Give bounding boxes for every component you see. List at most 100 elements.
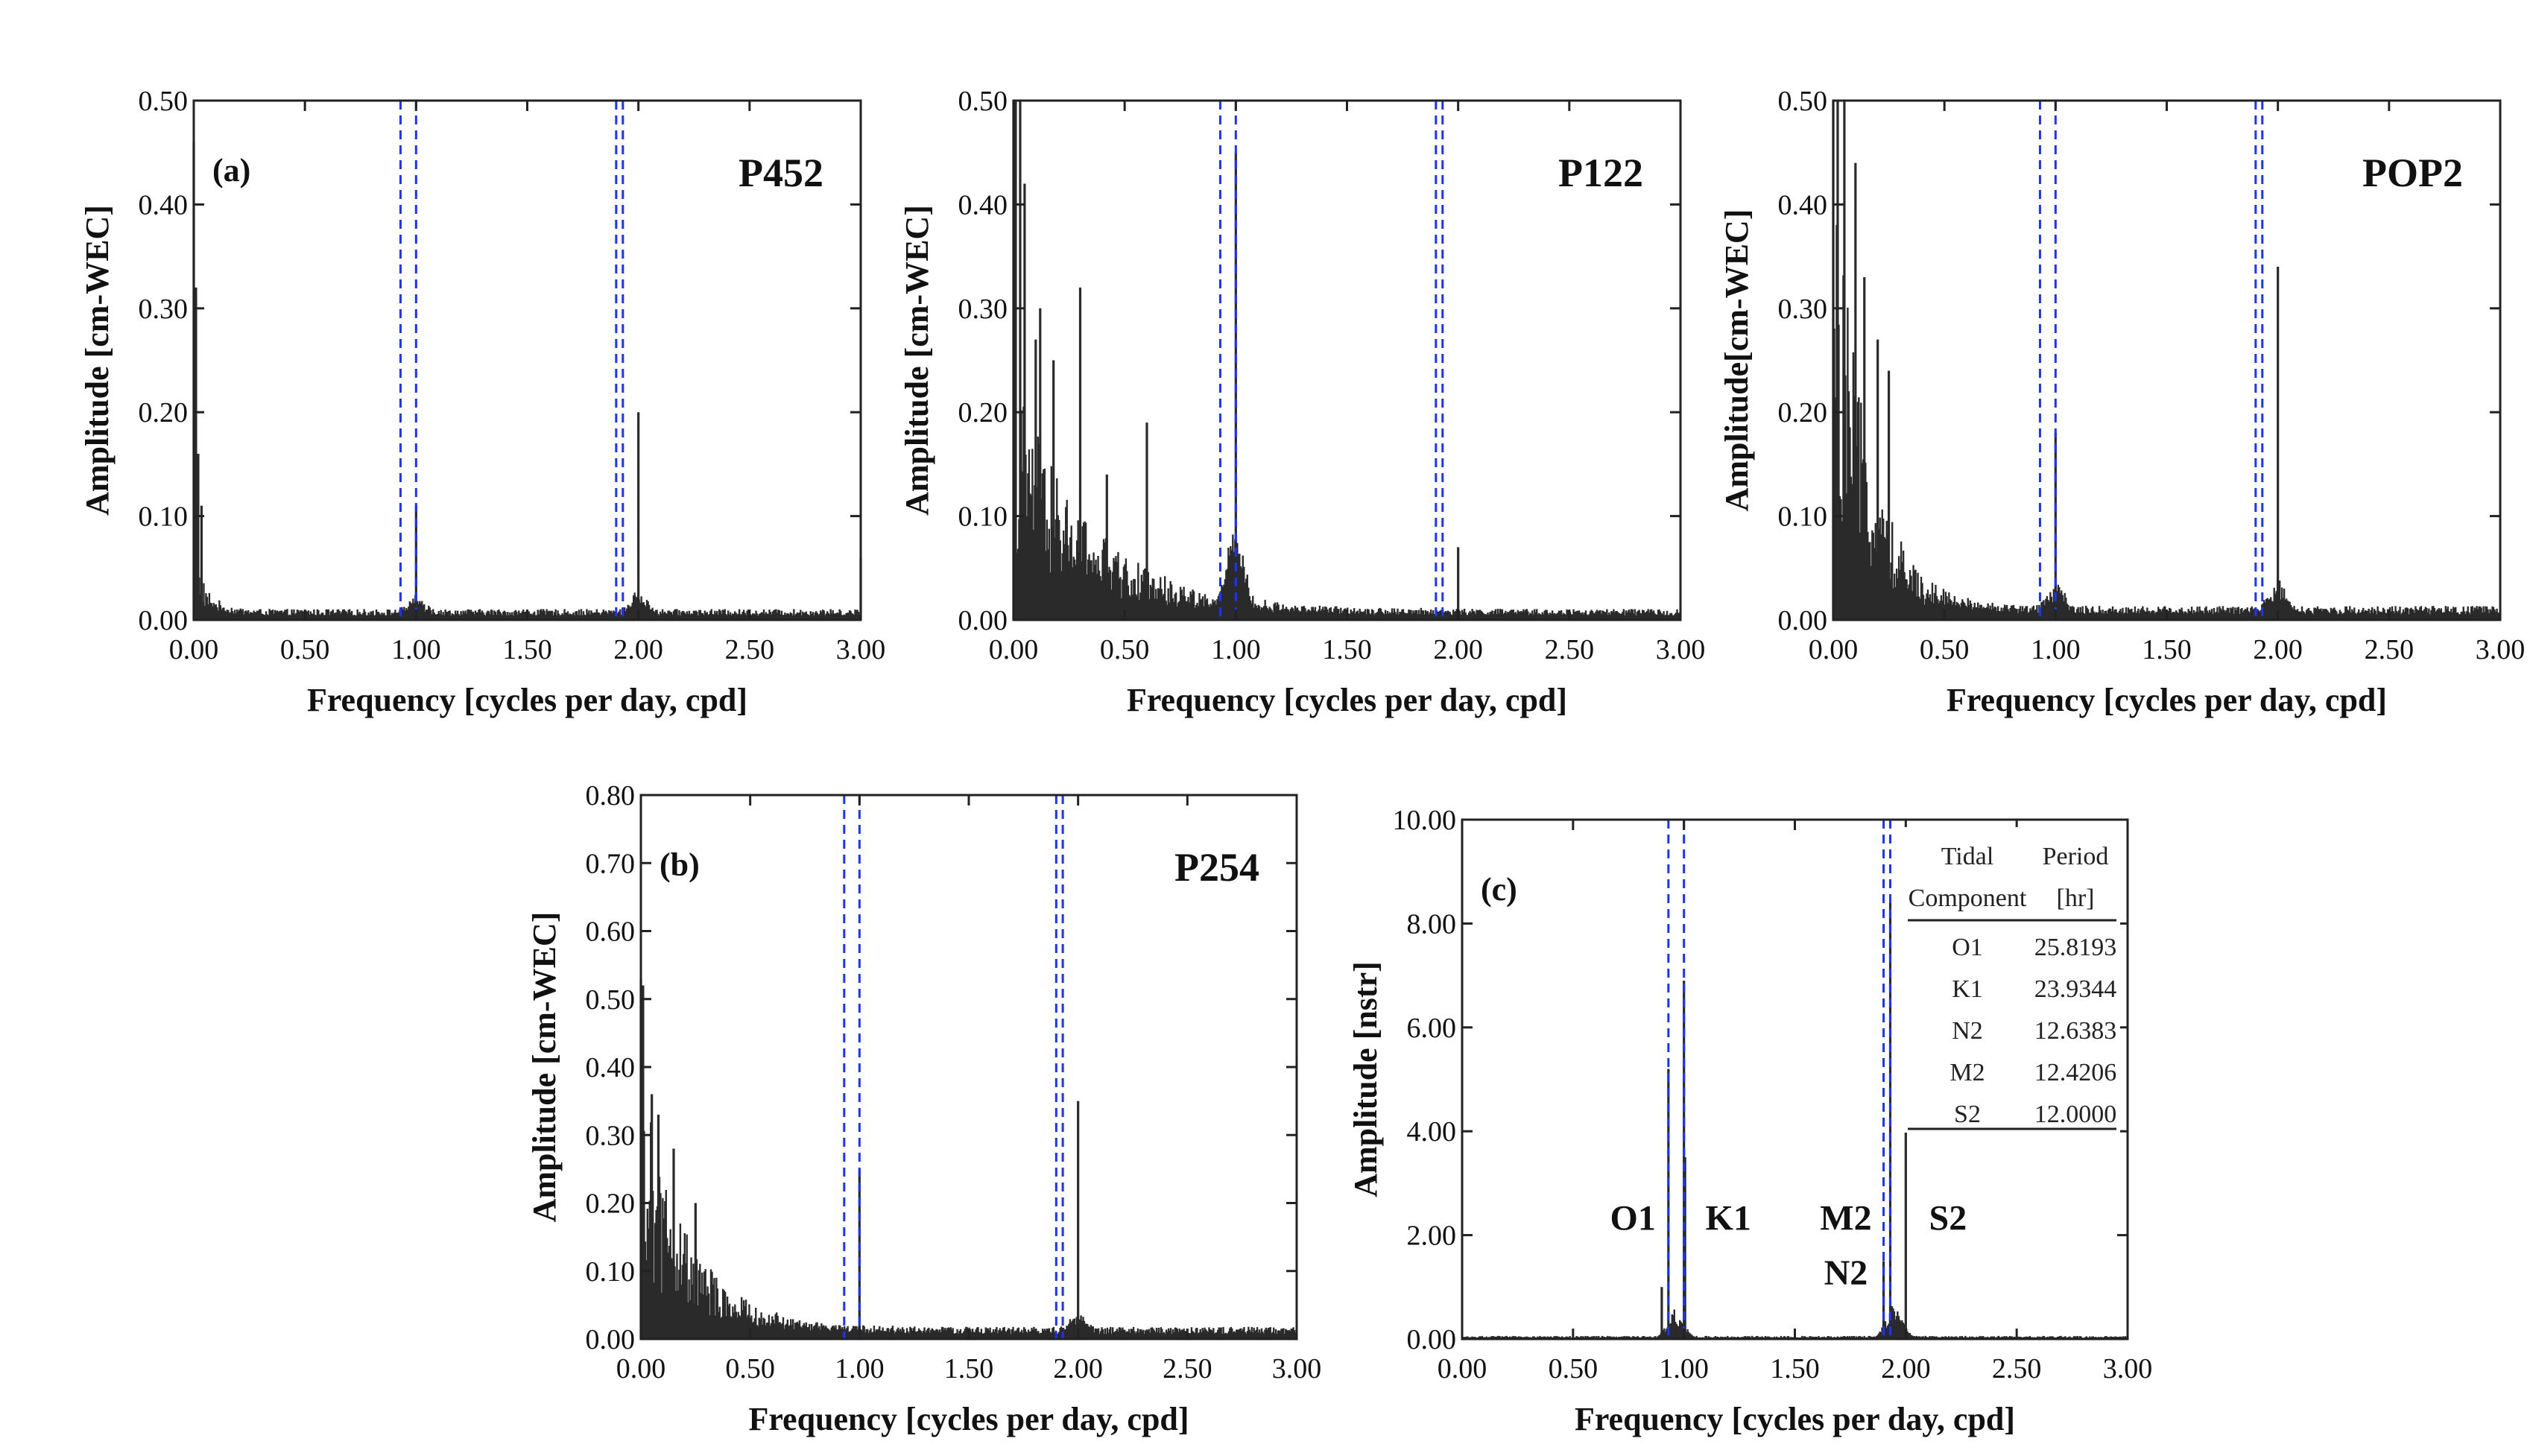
tidal-label-k1: K1 [1706,1199,1751,1238]
table-cell: 23.9344 [2034,975,2117,1003]
panel-label: (c) [1481,871,1517,908]
y-axis-label: Amplitude [nstr] [1347,961,1384,1197]
y-tick-label: 0.30 [139,294,189,325]
x-tick-label: 1.50 [944,1353,994,1384]
table-cell: O1 [1952,934,1983,961]
table-cell: 12.0000 [2034,1101,2117,1128]
x-tick-label: 0.00 [169,634,219,665]
x-tick-label: 0.50 [280,634,330,665]
station-title: P122 [1558,151,1643,195]
panel-pop2: 0.00 0.50 1.00 1.50 2.00 2.50 3.00 0.00 0.10 0.20… [1718,86,2525,718]
panel-b: 0.00 0.50 1.00 1.50 2.00 2.50 3.00 0.00 0.10 0.20… [526,780,1321,1437]
y-tick-label: 0.30 [586,1120,636,1151]
station-title: POP2 [2362,151,2463,195]
x-tick-label: 1.00 [1659,1353,1709,1384]
y-axis-label: Amplitude [cm-WEC] [526,912,563,1223]
table-header-cell: Component [1909,884,2027,912]
x-tick-label: 2.00 [613,634,663,665]
table-cell: S2 [1954,1101,1981,1128]
table-cell: 12.4206 [2034,1059,2117,1086]
spectrum-bars [1012,101,1682,620]
y-tick-label: 0.10 [958,501,1008,533]
y-tick-label: 4.00 [1407,1116,1457,1148]
x-tick-label: 0.00 [989,634,1039,665]
panels: 0.00 0.50 1.00 1.50 2.00 2.50 3.00 0.00 0.10 0.20… [79,86,2525,1437]
tidal-label-m2: M2 [1820,1199,1871,1238]
y-tick-label: 0.40 [139,189,189,221]
tidal-label-o1: O1 [1610,1199,1656,1238]
y-tick-label: 0.40 [1778,189,1828,221]
x-tick-label: 0.50 [1549,1353,1598,1384]
y-tick-label: 0.00 [958,605,1008,636]
x-tick-label: 2.00 [1881,1353,1931,1384]
x-tick-label: 1.00 [1211,634,1261,665]
x-axis-label: Frequency [cycles per day, cpd] [1575,1401,2015,1437]
y-tick-label: 0.50 [586,984,636,1016]
table-header-cell: Tidal [1941,843,1994,870]
y-tick-label: 0.20 [586,1188,636,1220]
x-tick-label: 2.50 [725,634,775,665]
y-tick-label: 0.00 [1778,605,1828,636]
y-tick-label: 0.20 [958,397,1008,428]
x-tick-label: 1.00 [391,634,441,665]
y-tick-label: 0.20 [139,397,189,428]
x-axis-label: Frequency [cycles per day, cpd] [307,682,747,718]
x-tick-label: 3.00 [2103,1353,2153,1384]
panel-c: 0.00 0.50 1.00 1.50 2.00 2.50 3.00 0.00 2.00 4.00… [1347,805,2152,1437]
x-axis-label: Frequency [cycles per day, cpd] [1127,682,1567,718]
x-tick-label: 1.00 [2031,634,2081,665]
y-tick-label: 2.00 [1407,1221,1457,1252]
x-tick-label: 3.00 [1656,634,1706,665]
table-background [1897,827,2120,1133]
x-tick-label: 1.50 [2142,634,2192,665]
tidal-label-n2: N2 [1824,1253,1868,1293]
y-tick-label: 0.10 [139,501,189,533]
tidal-period-table: Tidal Period Component [hr] O1 25.8193 K1 23.93… [1897,827,2120,1133]
x-tick-label: 2.50 [1992,1353,2042,1384]
x-tick-label: 0.00 [616,1353,666,1384]
x-tick-label: 1.50 [1322,634,1372,665]
panel-label: (a) [212,152,250,189]
y-tick-label: 0.10 [1778,501,1828,533]
x-tick-label: 0.50 [1100,634,1150,665]
x-tick-label: 2.50 [1545,634,1595,665]
x-axis-label: Frequency [cycles per day, cpd] [748,1401,1189,1437]
x-tick-label: 1.50 [1770,1353,1820,1384]
y-tick-label: 0.70 [586,848,636,879]
y-tick-label: 0.50 [1778,86,1828,117]
y-tick-label: 0.30 [1778,294,1828,325]
station-title: P254 [1174,845,1259,890]
y-tick-label: 10.00 [1393,805,1457,836]
x-tick-label: 0.00 [1809,634,1859,665]
spectrum-bars [192,142,862,620]
x-tick-label: 2.00 [1433,634,1483,665]
tidal-label-s2: S2 [1929,1199,1967,1238]
x-tick-label: 3.00 [836,634,886,665]
y-tick-label: 8.00 [1407,908,1457,940]
table-cell: 12.6383 [2034,1017,2117,1045]
table-cell: K1 [1952,975,1983,1003]
table-cell: N2 [1952,1017,1983,1045]
x-tick-label: 2.50 [1163,1353,1212,1384]
y-tick-label: 0.50 [958,86,1008,117]
panel-label: (b) [660,846,700,883]
x-tick-label: 2.00 [2253,634,2303,665]
y-tick-label: 0.00 [586,1324,636,1355]
x-tick-label: 3.00 [1272,1353,1322,1384]
table-cell: M2 [1949,1059,1985,1086]
x-axis-label: Frequency [cycles per day, cpd] [1947,682,2387,718]
y-tick-label: 0.00 [1407,1324,1457,1355]
y-tick-label: 0.40 [958,189,1008,221]
y-tick-label: 0.20 [1778,397,1828,428]
y-tick-label: 0.30 [958,294,1008,325]
panel-p122: 0.00 0.50 1.00 1.50 2.00 2.50 3.00 0.00 0.10 0.20… [899,86,1705,718]
x-tick-label: 2.50 [2365,634,2415,665]
y-tick-label: 0.60 [586,917,636,948]
x-tick-label: 0.50 [725,1353,775,1384]
spectrum-bars [639,978,1298,1339]
y-axis-label: Amplitude [cm-WEC] [899,205,935,516]
x-tick-label: 1.00 [835,1353,885,1384]
table-header-cell: [hr] [2057,884,2095,912]
panel-a: 0.00 0.50 1.00 1.50 2.00 2.50 3.00 0.00 0.10 0.20… [79,86,885,718]
